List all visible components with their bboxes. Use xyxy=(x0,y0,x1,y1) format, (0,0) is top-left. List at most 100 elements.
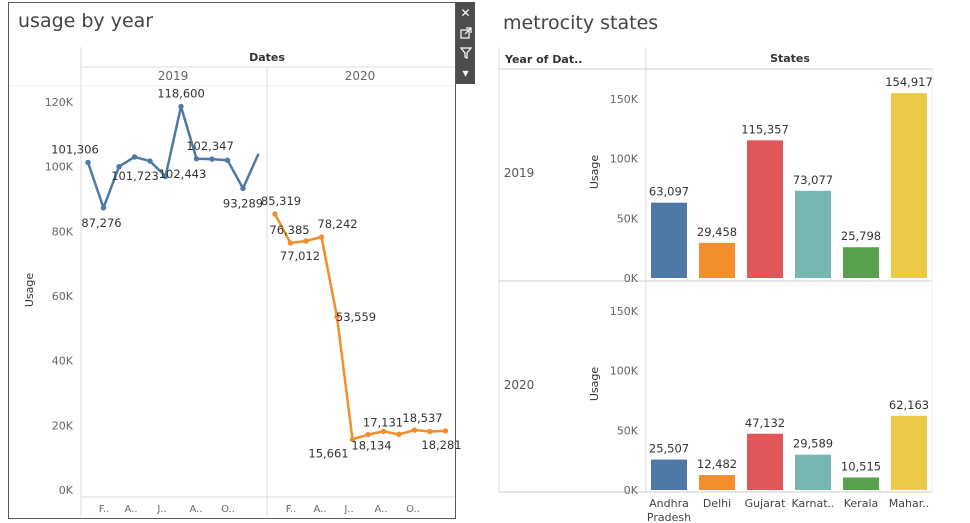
state-label: Pradesh xyxy=(647,511,691,523)
year-2019-header: 2019 xyxy=(158,69,189,83)
bar-2019-4[interactable] xyxy=(843,247,879,278)
bar-value-label: 47,132 xyxy=(745,416,785,430)
y-tick-label: 50K xyxy=(617,212,639,225)
data-point[interactable] xyxy=(85,159,91,166)
data-point[interactable] xyxy=(303,238,309,244)
year-2020-header: 2020 xyxy=(345,69,376,83)
usage-axis-label: Usage xyxy=(23,273,36,308)
data-point[interactable] xyxy=(209,156,215,162)
bar-value-label: 63,097 xyxy=(649,185,689,199)
y-tick-label: 150K xyxy=(610,93,639,106)
state-label: Andhra xyxy=(649,497,689,510)
dates-header: Dates xyxy=(249,51,285,64)
row-label-2019: 2019 xyxy=(504,166,535,180)
bar-2019-2[interactable] xyxy=(747,140,783,278)
data-label: 101,306 xyxy=(51,142,99,156)
usage-axis-label-2020: Usage xyxy=(588,367,601,402)
state-label: Gujarat xyxy=(745,497,787,510)
data-label: 93,289 xyxy=(223,196,263,210)
data-point[interactable] xyxy=(334,314,340,320)
bar-value-label: 25,507 xyxy=(649,442,689,456)
bar-2020-1[interactable] xyxy=(699,475,735,490)
data-point[interactable] xyxy=(318,234,325,240)
data-point[interactable] xyxy=(100,205,107,211)
data-label: 102,347 xyxy=(186,139,234,153)
data-label: 15,661 xyxy=(308,446,348,460)
data-point[interactable] xyxy=(349,436,356,443)
x-tick-label: F.. xyxy=(286,504,297,515)
data-point[interactable] xyxy=(272,211,278,217)
states-header: States xyxy=(770,52,810,65)
y-tick-label: 120K xyxy=(45,96,74,109)
bar-2020-0[interactable] xyxy=(651,459,687,490)
data-label: 77,012 xyxy=(280,249,320,263)
metrocity-states-title: metrocity states xyxy=(503,12,659,34)
data-point[interactable] xyxy=(116,163,122,170)
y-tick-label: 0K xyxy=(59,484,74,497)
data-point[interactable] xyxy=(147,158,153,164)
bar-value-label: 25,798 xyxy=(841,229,881,243)
y-tick-label: 0K xyxy=(624,484,639,497)
x-tick-label: A.. xyxy=(313,504,326,515)
data-label: 102,443 xyxy=(159,167,207,181)
bar-2019-1[interactable] xyxy=(699,242,735,278)
data-point[interactable] xyxy=(411,427,418,433)
usage-axis-label-2019: Usage xyxy=(588,155,601,190)
data-point[interactable] xyxy=(224,157,231,163)
data-label: 118,600 xyxy=(157,87,205,101)
data-label: 53,559 xyxy=(336,310,376,324)
data-label: 78,242 xyxy=(317,217,357,231)
bar-value-label: 154,917 xyxy=(885,75,933,89)
bar-2019-5[interactable] xyxy=(891,93,927,278)
x-tick-label: J.. xyxy=(156,504,166,515)
x-tick-label: A.. xyxy=(189,504,202,515)
data-point[interactable] xyxy=(287,240,294,246)
state-label: Kerala xyxy=(844,497,879,510)
bar-value-label: 115,357 xyxy=(741,122,789,136)
x-tick-label: A.. xyxy=(374,504,387,515)
data-point[interactable] xyxy=(131,154,138,160)
data-point[interactable] xyxy=(427,428,433,435)
data-point[interactable] xyxy=(442,428,449,434)
y-tick-label: 0K xyxy=(624,272,639,285)
worksheet-toolbar: ✕ ▾ xyxy=(456,2,475,84)
bar-2019-0[interactable] xyxy=(651,202,687,278)
filter-icon[interactable] xyxy=(456,43,475,62)
bar-value-label: 10,515 xyxy=(841,459,881,473)
bar-2020-3[interactable] xyxy=(795,454,831,490)
data-point[interactable] xyxy=(380,428,387,435)
data-point[interactable] xyxy=(240,185,246,192)
close-icon[interactable]: ✕ xyxy=(460,5,471,20)
data-label: 18,281 xyxy=(421,438,461,452)
more-options-icon[interactable]: ▾ xyxy=(462,65,469,80)
bar-2020-4[interactable] xyxy=(843,477,879,490)
data-label: 18,134 xyxy=(351,438,391,452)
bar-value-label: 73,077 xyxy=(793,173,833,187)
data-point[interactable] xyxy=(193,156,200,162)
data-point[interactable] xyxy=(178,103,184,110)
data-label: 87,276 xyxy=(81,216,121,230)
data-point[interactable] xyxy=(162,173,169,180)
y-tick-label: 100K xyxy=(610,153,639,166)
bar-2020-2[interactable] xyxy=(747,433,783,490)
bar-2020-5[interactable] xyxy=(891,415,927,490)
state-label: Delhi xyxy=(703,497,731,510)
data-label: 17,131 xyxy=(363,416,403,430)
state-label: Mahar.. xyxy=(889,497,929,510)
y-tick-label: 80K xyxy=(52,225,74,238)
data-point[interactable] xyxy=(396,431,402,438)
bar-2019-3[interactable] xyxy=(795,190,831,278)
x-tick-label: O.. xyxy=(221,504,235,515)
y-tick-label: 150K xyxy=(610,305,639,318)
bar-value-label: 29,589 xyxy=(793,437,833,451)
data-point[interactable] xyxy=(365,431,371,438)
y-tick-label: 50K xyxy=(617,424,639,437)
series-line-2019 xyxy=(86,105,260,210)
row-label-2020: 2020 xyxy=(504,378,535,392)
usage-by-year-title: usage by year xyxy=(18,10,154,32)
data-label: 101,723 xyxy=(111,169,159,183)
data-label: 76,385 xyxy=(269,223,309,237)
x-tick-label: J.. xyxy=(343,504,353,515)
popout-icon[interactable] xyxy=(456,23,475,42)
